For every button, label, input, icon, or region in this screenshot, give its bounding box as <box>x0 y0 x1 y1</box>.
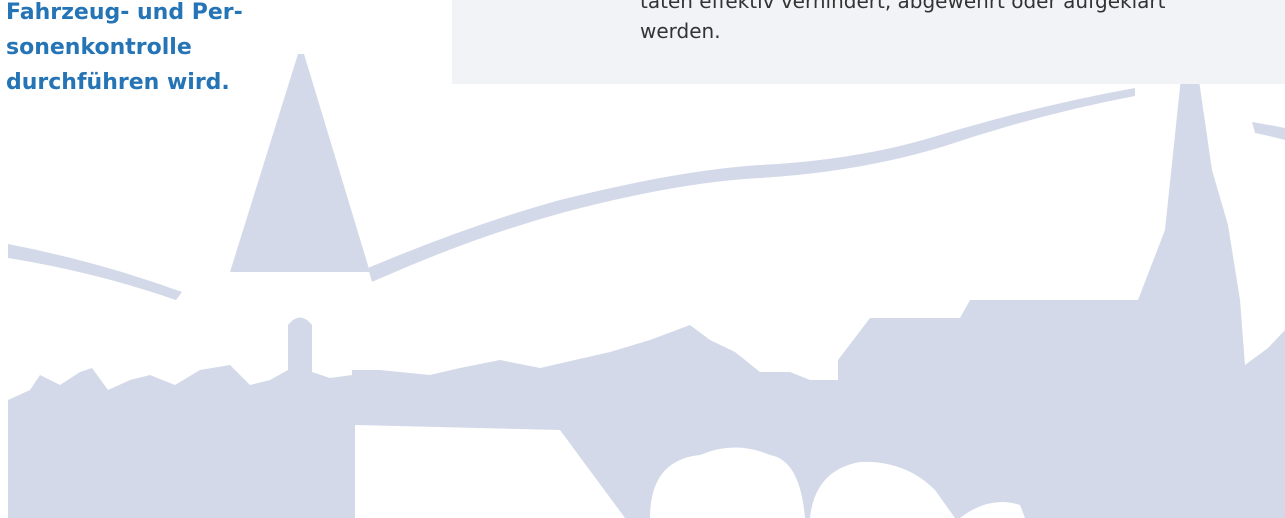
headline-line: sonenkontrolle <box>6 31 192 65</box>
headline-line: Fahrzeug- und Per- <box>6 0 243 30</box>
info-text-line: taten effektiv verhindert, abgewehrt ode… <box>640 0 1166 16</box>
headline-line: durchführen wird. <box>6 66 230 100</box>
info-box: taten effektiv verhindert, abgewehrt ode… <box>452 0 1285 84</box>
page: {"left_text": {"lines": ["Fahrzeug- und … <box>0 0 1285 518</box>
info-text-line: werden. <box>640 16 721 46</box>
